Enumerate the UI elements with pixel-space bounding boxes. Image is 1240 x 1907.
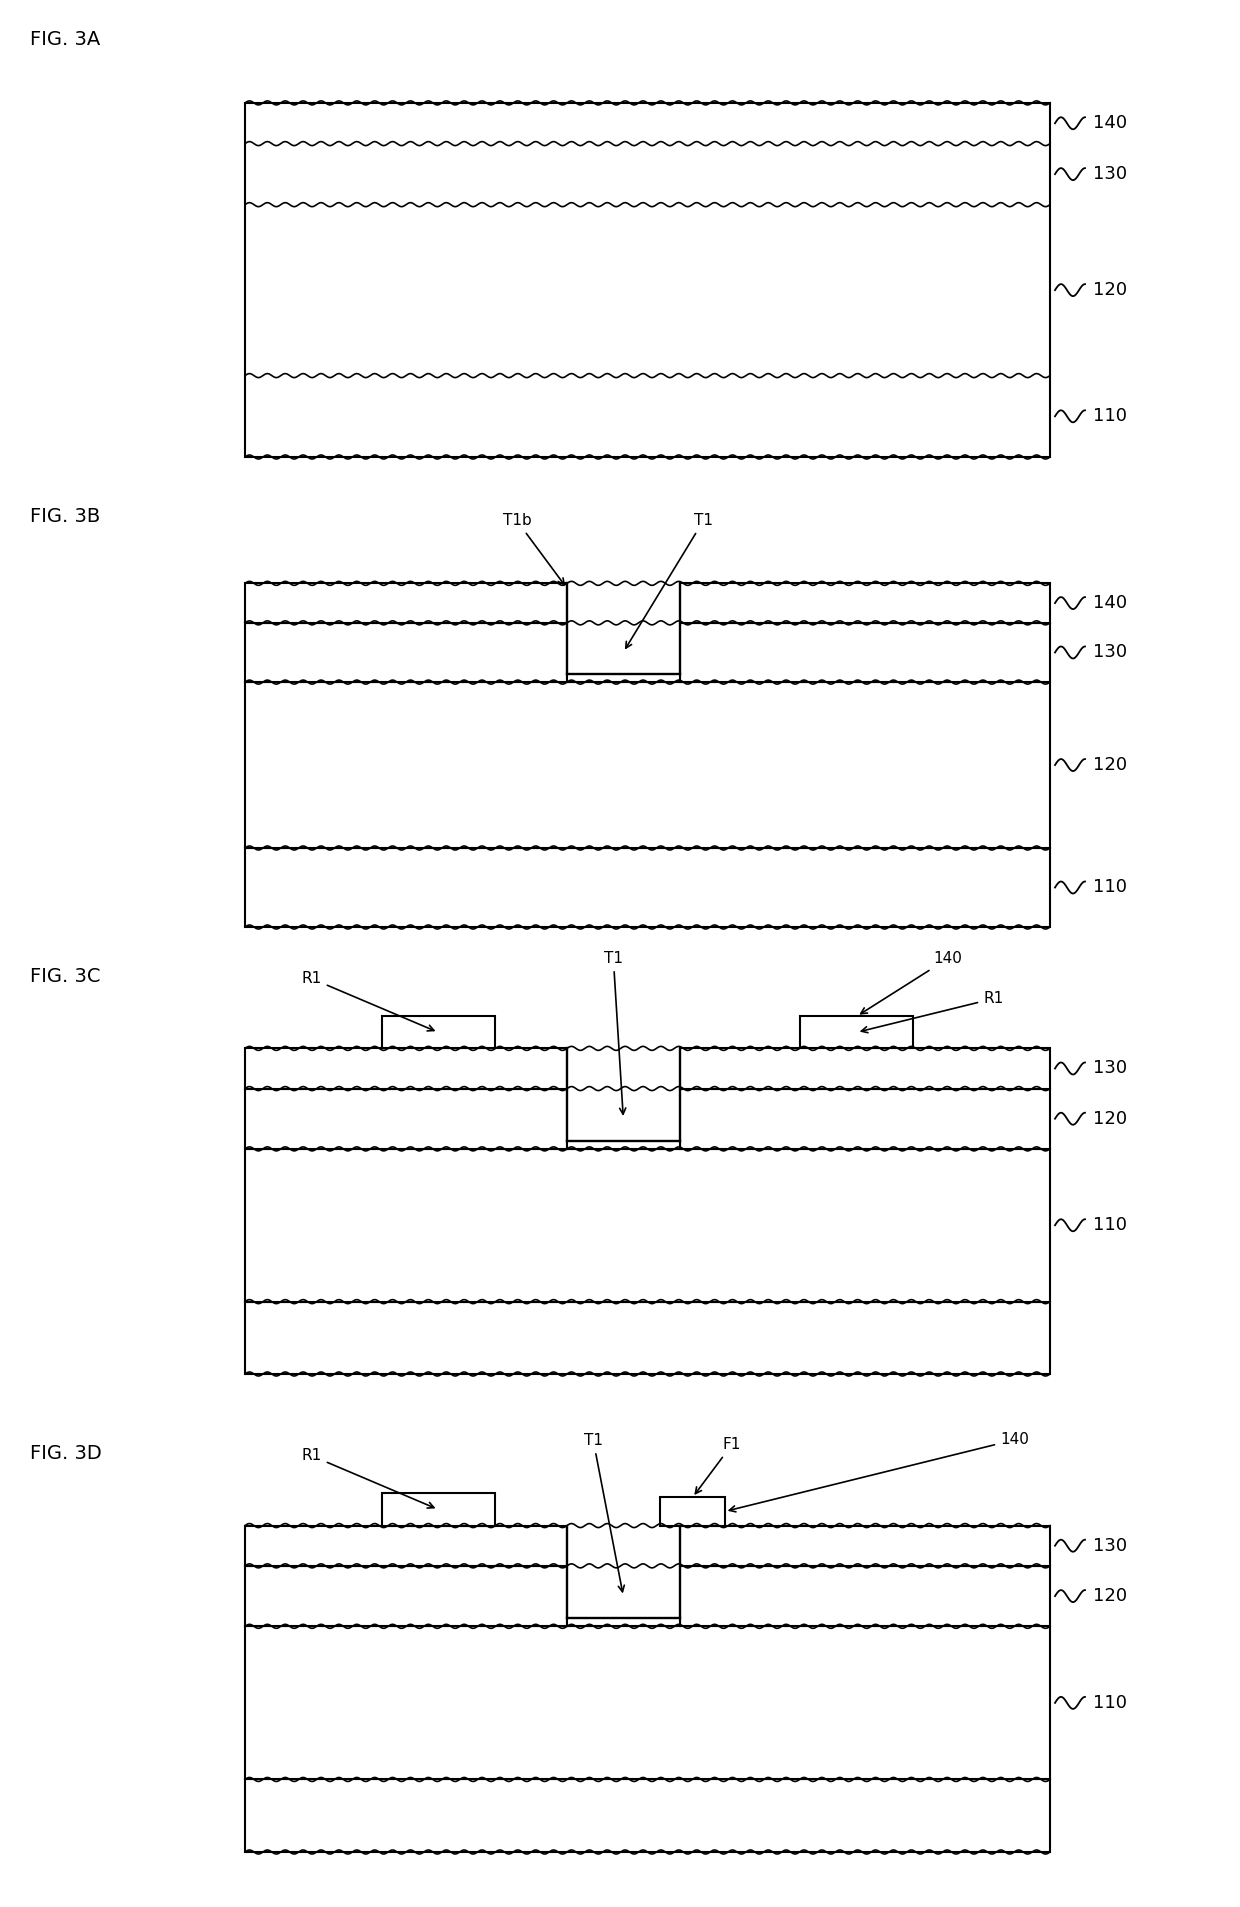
Text: 110: 110 [1092, 408, 1127, 425]
Bar [246, 849, 1050, 927]
Bar [246, 1627, 1050, 1779]
Bar [680, 1526, 1050, 1566]
Text: 110: 110 [1092, 1217, 1127, 1234]
Bar [680, 1089, 1050, 1148]
Text: 130: 130 [1092, 1060, 1127, 1077]
Text: FIG. 3D: FIG. 3D [30, 1444, 102, 1463]
Text: 120: 120 [1092, 1587, 1127, 1606]
Bar [661, 1497, 724, 1526]
Text: F1: F1 [696, 1438, 742, 1493]
Text: T1: T1 [584, 1434, 624, 1592]
Bar [801, 1016, 913, 1049]
Bar [246, 103, 1050, 458]
Bar [567, 1140, 680, 1148]
Text: R1: R1 [862, 992, 1003, 1034]
Bar [246, 624, 567, 683]
Text: FIG. 3B: FIG. 3B [30, 507, 100, 526]
Text: R1: R1 [301, 1447, 434, 1508]
Text: 130: 130 [1092, 643, 1127, 662]
Text: T1b: T1b [502, 513, 564, 585]
Text: 130: 130 [1092, 1537, 1127, 1554]
Bar [246, 1302, 1050, 1375]
Bar [382, 1493, 495, 1526]
Text: 110: 110 [1092, 1693, 1127, 1712]
Bar [382, 1016, 495, 1049]
Bar [680, 1566, 1050, 1627]
Bar [246, 1526, 567, 1566]
Text: FIG. 3A: FIG. 3A [30, 31, 100, 50]
Bar [246, 1779, 1050, 1852]
Text: 140: 140 [1092, 114, 1127, 132]
Text: 120: 120 [1092, 755, 1127, 774]
Text: 120: 120 [1092, 280, 1127, 299]
Text: 130: 130 [1092, 166, 1127, 183]
Text: FIG. 3C: FIG. 3C [30, 967, 100, 986]
Text: 120: 120 [1092, 1110, 1127, 1127]
Bar [246, 584, 567, 624]
Text: T1: T1 [626, 513, 713, 648]
Text: R1: R1 [301, 971, 434, 1032]
Text: 140: 140 [1092, 595, 1127, 612]
Bar [246, 683, 1050, 849]
Text: 140: 140 [861, 952, 962, 1015]
Bar [680, 624, 1050, 683]
Bar [246, 1148, 1050, 1302]
Bar [246, 1049, 567, 1089]
Bar [246, 1089, 567, 1148]
Bar [246, 1566, 567, 1627]
Bar [680, 584, 1050, 624]
Bar [567, 673, 680, 683]
Text: T1: T1 [604, 952, 626, 1114]
Text: 140: 140 [729, 1432, 1029, 1512]
Bar [680, 1049, 1050, 1089]
Bar [567, 1619, 680, 1627]
Text: 110: 110 [1092, 879, 1127, 896]
